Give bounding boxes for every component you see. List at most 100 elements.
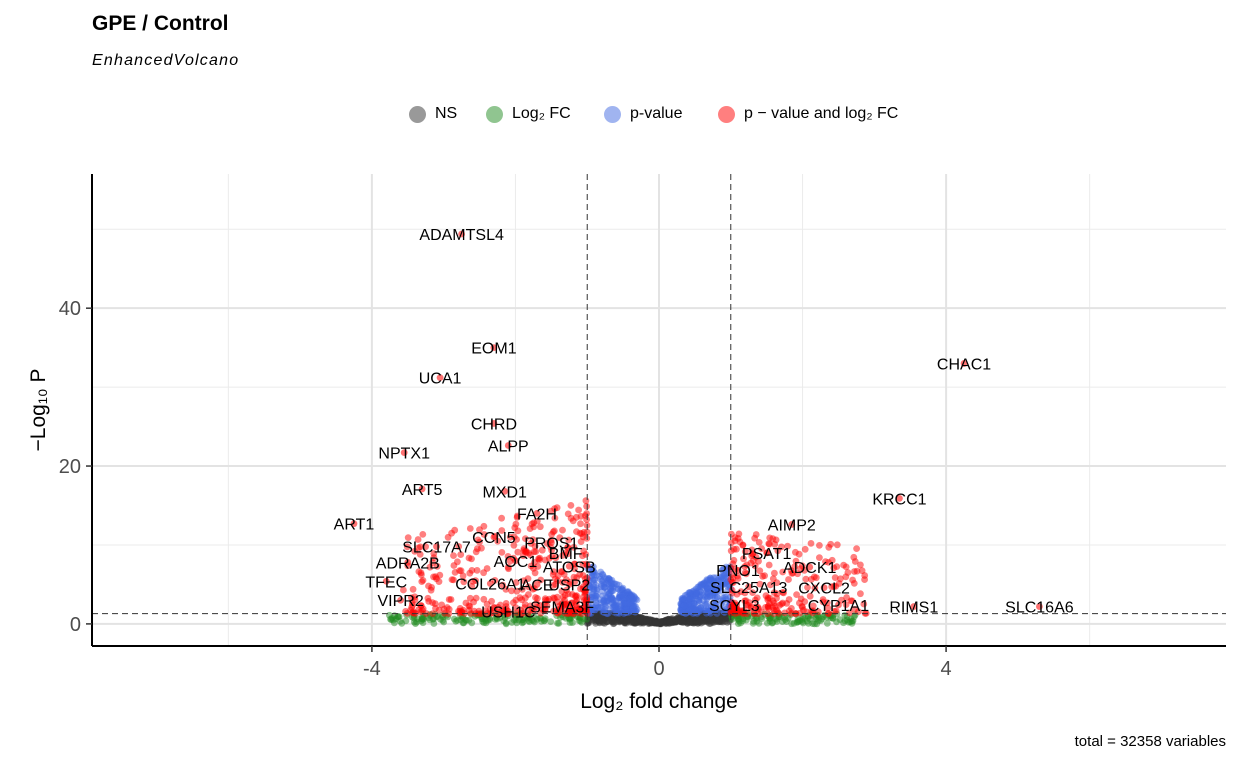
point-fc	[420, 615, 427, 623]
labeled-point	[788, 521, 796, 528]
labeled-point	[960, 360, 968, 367]
point-both	[812, 574, 820, 582]
point-both	[417, 569, 425, 577]
legend-item-both: p − value and log₂ FC	[718, 101, 898, 127]
point-both	[513, 587, 521, 595]
point-both	[532, 594, 539, 601]
point-both	[498, 549, 506, 556]
point-both	[513, 609, 520, 617]
point-both	[831, 608, 838, 615]
point-both	[842, 563, 850, 571]
point-both	[554, 598, 562, 606]
point-both	[801, 545, 809, 553]
point-both	[573, 528, 580, 535]
point-both	[538, 546, 546, 554]
point-fc	[390, 619, 398, 627]
labeled-point	[745, 583, 753, 591]
point-both	[785, 576, 792, 583]
point-label: SCYL3	[709, 598, 760, 615]
point-label: ACE	[521, 577, 554, 594]
point-both	[564, 544, 572, 551]
point-label: EOM1	[471, 341, 516, 358]
point-both	[576, 571, 584, 578]
point-p	[701, 593, 709, 601]
point-p	[609, 596, 617, 604]
point-label: ATOSB	[543, 559, 596, 576]
point-both	[510, 599, 517, 607]
point-both	[454, 558, 461, 566]
labeled-point	[533, 509, 541, 517]
point-fc	[820, 613, 827, 621]
labeled-point	[400, 449, 408, 457]
point-both	[581, 596, 588, 604]
point-p	[687, 590, 694, 597]
x-tick-label: 0	[653, 658, 664, 680]
point-label: PSAT1	[742, 546, 792, 563]
labeled-point	[1035, 603, 1043, 610]
point-both	[565, 536, 573, 544]
point-label: USP2	[548, 577, 590, 594]
labeled-point	[404, 558, 412, 566]
point-both	[435, 606, 443, 614]
point-ns	[708, 615, 716, 623]
point-ns	[636, 616, 644, 624]
point-both	[480, 531, 488, 538]
point-both	[846, 609, 853, 617]
point-both	[755, 539, 763, 546]
labeled-point	[533, 581, 541, 588]
point-both	[756, 567, 764, 575]
point-both	[569, 606, 576, 614]
point-p	[622, 600, 630, 607]
point-both	[445, 610, 453, 617]
point-both	[552, 581, 559, 588]
labeled-point	[547, 539, 555, 547]
labeled-point	[382, 577, 390, 585]
point-both	[516, 594, 524, 602]
point-both	[400, 586, 407, 594]
labeled-point	[558, 603, 566, 610]
point-p	[695, 597, 703, 604]
point-fc	[735, 620, 742, 627]
point-both	[833, 563, 841, 570]
point-p	[680, 602, 688, 610]
point-both	[558, 568, 566, 575]
point-both	[797, 565, 804, 573]
point-both	[794, 570, 801, 578]
point-both	[518, 585, 526, 593]
point-both	[527, 540, 535, 547]
point-both	[582, 560, 590, 568]
point-both	[806, 592, 814, 600]
legend-label-both: p − value and log₂ FC	[744, 105, 899, 122]
point-both	[773, 590, 781, 598]
point-both	[571, 565, 578, 573]
point-label: SLC25A13	[710, 580, 787, 597]
point-p	[714, 587, 721, 595]
point-both	[518, 609, 526, 617]
labeled-point	[565, 581, 573, 588]
point-label: CYP1A1	[808, 598, 869, 615]
point-both	[513, 514, 521, 521]
point-ns	[596, 617, 603, 625]
point-both	[475, 607, 483, 615]
labeled-point	[734, 566, 742, 574]
point-ns	[699, 618, 707, 626]
point-both	[510, 541, 518, 549]
point-fc	[788, 620, 795, 628]
point-both	[448, 576, 456, 583]
labeled-point	[763, 549, 771, 557]
point-both	[556, 534, 564, 542]
point-both	[480, 595, 488, 603]
point-both	[524, 575, 532, 582]
point-both	[525, 591, 532, 598]
point-both	[419, 605, 427, 613]
point-label: USH1C	[481, 604, 535, 621]
point-both	[796, 599, 803, 607]
point-both	[419, 531, 427, 538]
point-ns	[686, 618, 694, 626]
grid	[92, 174, 1226, 646]
point-both	[409, 585, 417, 593]
point-both	[825, 610, 832, 617]
point-p	[717, 600, 725, 608]
point-p	[721, 571, 729, 579]
point-both	[861, 576, 868, 583]
